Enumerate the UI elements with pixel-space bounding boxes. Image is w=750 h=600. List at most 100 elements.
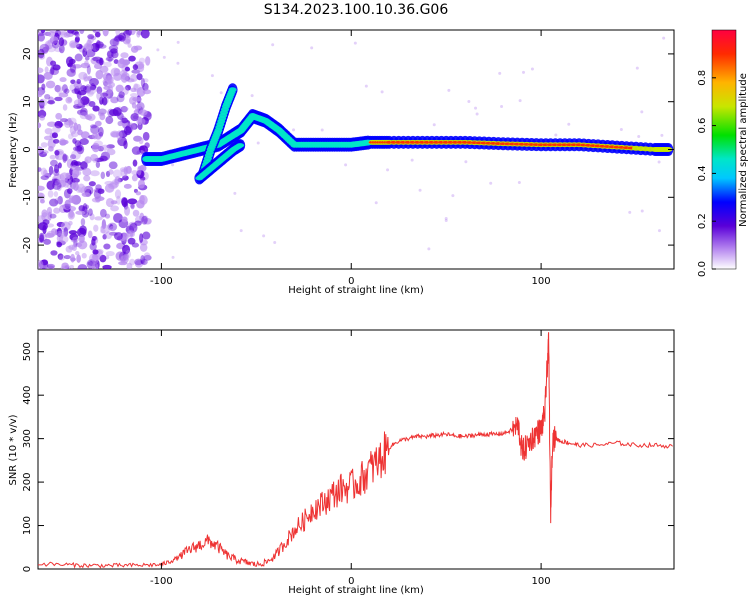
faint-dot xyxy=(233,191,237,195)
faint-dot xyxy=(171,163,175,167)
noise-blob xyxy=(123,166,128,175)
noise-blob xyxy=(109,225,117,231)
faint-dot xyxy=(637,134,641,138)
noise-blob xyxy=(81,192,91,198)
noise-blob xyxy=(50,250,58,256)
noise-blob xyxy=(143,252,151,261)
noise-blob xyxy=(58,92,69,98)
noise-blob xyxy=(94,193,102,203)
noise-blob xyxy=(86,90,94,97)
figure-title: S134.2023.100.10.36.G06 xyxy=(264,2,449,18)
noise-blob xyxy=(76,144,85,155)
noise-blob xyxy=(115,84,124,93)
noise-blob xyxy=(48,165,54,176)
noise-blob xyxy=(63,255,71,260)
noise-blob xyxy=(70,130,79,138)
faint-dot xyxy=(210,74,214,78)
noise-blob xyxy=(114,189,122,199)
noise-blob xyxy=(82,167,92,177)
noise-blob xyxy=(115,30,121,36)
noise-blob xyxy=(102,234,107,240)
noise-blob xyxy=(70,150,81,160)
noise-blob xyxy=(40,142,48,148)
noise-blob xyxy=(121,106,129,111)
noise-blob xyxy=(53,191,59,197)
noise-blob xyxy=(51,132,58,139)
noise-blob xyxy=(85,49,96,58)
noise-blob xyxy=(89,78,99,87)
faint-dot xyxy=(380,90,384,94)
noise-blob xyxy=(102,264,112,269)
snr-xtick-label: 100 xyxy=(532,576,551,587)
noise-blob xyxy=(112,169,122,179)
noise-blob xyxy=(108,57,113,63)
noise-blob xyxy=(134,220,142,226)
faint-dot xyxy=(447,88,451,92)
noise-blob xyxy=(56,241,63,248)
noise-blob xyxy=(78,234,85,244)
noise-blob xyxy=(105,116,114,125)
noise-blob xyxy=(58,235,69,244)
snr-plot-area xyxy=(37,329,675,570)
noise-blob xyxy=(79,30,85,34)
noise-blob xyxy=(45,80,56,89)
noise-blob xyxy=(105,231,113,239)
noise-blob xyxy=(132,96,142,102)
faint-dot xyxy=(567,122,571,126)
noise-blob xyxy=(139,243,148,252)
noise-blob xyxy=(50,60,57,67)
noise-blob xyxy=(102,91,111,99)
noise-blob xyxy=(74,36,80,43)
noise-blob xyxy=(39,98,48,107)
noise-blob xyxy=(54,84,61,93)
faint-dot xyxy=(374,201,378,205)
noise-blob xyxy=(73,181,79,192)
noise-blob xyxy=(68,117,77,125)
noise-blob xyxy=(121,72,130,81)
noise-blob xyxy=(113,59,119,64)
noise-blob xyxy=(74,53,83,62)
noise-blob xyxy=(58,37,65,46)
noise-blob xyxy=(112,178,122,185)
noise-blob xyxy=(84,55,90,61)
noise-blob xyxy=(38,192,44,199)
noise-blob xyxy=(38,90,43,98)
noise-blob xyxy=(136,73,143,81)
noise-blob xyxy=(134,258,143,266)
spectrogram-ylabel: Frequency (Hz) xyxy=(8,112,19,188)
noise-blob xyxy=(136,103,142,109)
colorbar-tick-label: 0.8 xyxy=(697,70,708,86)
noise-blob xyxy=(120,52,129,59)
noise-blob xyxy=(100,228,106,234)
noise-blob xyxy=(68,120,74,129)
snr-ylabel: SNR (10 * v/v) xyxy=(8,414,19,485)
noise-blob xyxy=(142,78,149,83)
faint-dot xyxy=(410,158,414,162)
faint-dot xyxy=(320,128,324,132)
noise-blob xyxy=(75,210,86,215)
noise-blob xyxy=(103,243,111,250)
faint-dot xyxy=(256,141,260,145)
noise-blob xyxy=(83,42,93,52)
faint-dot xyxy=(619,128,623,132)
noise-blob xyxy=(42,219,50,225)
noise-blob xyxy=(52,125,61,133)
noise-blob xyxy=(122,232,129,243)
noise-blob xyxy=(38,122,42,129)
noise-blob xyxy=(140,77,146,88)
noise-blob xyxy=(56,227,63,237)
noise-blob xyxy=(93,63,103,70)
noise-blob xyxy=(77,129,83,136)
noise-blob xyxy=(100,171,106,180)
noise-blob xyxy=(49,67,60,76)
snr-ytick-label: 200 xyxy=(22,473,33,492)
noise-blob xyxy=(50,30,57,34)
noise-blob xyxy=(130,204,135,210)
noise-blob xyxy=(90,170,100,177)
noise-blob xyxy=(69,84,75,92)
noise-blob xyxy=(43,169,48,177)
noise-blob xyxy=(84,204,90,210)
colorbar-gradient xyxy=(711,29,737,270)
spectrogram-xtick-label: -100 xyxy=(150,276,173,287)
noise-blob xyxy=(72,64,82,69)
